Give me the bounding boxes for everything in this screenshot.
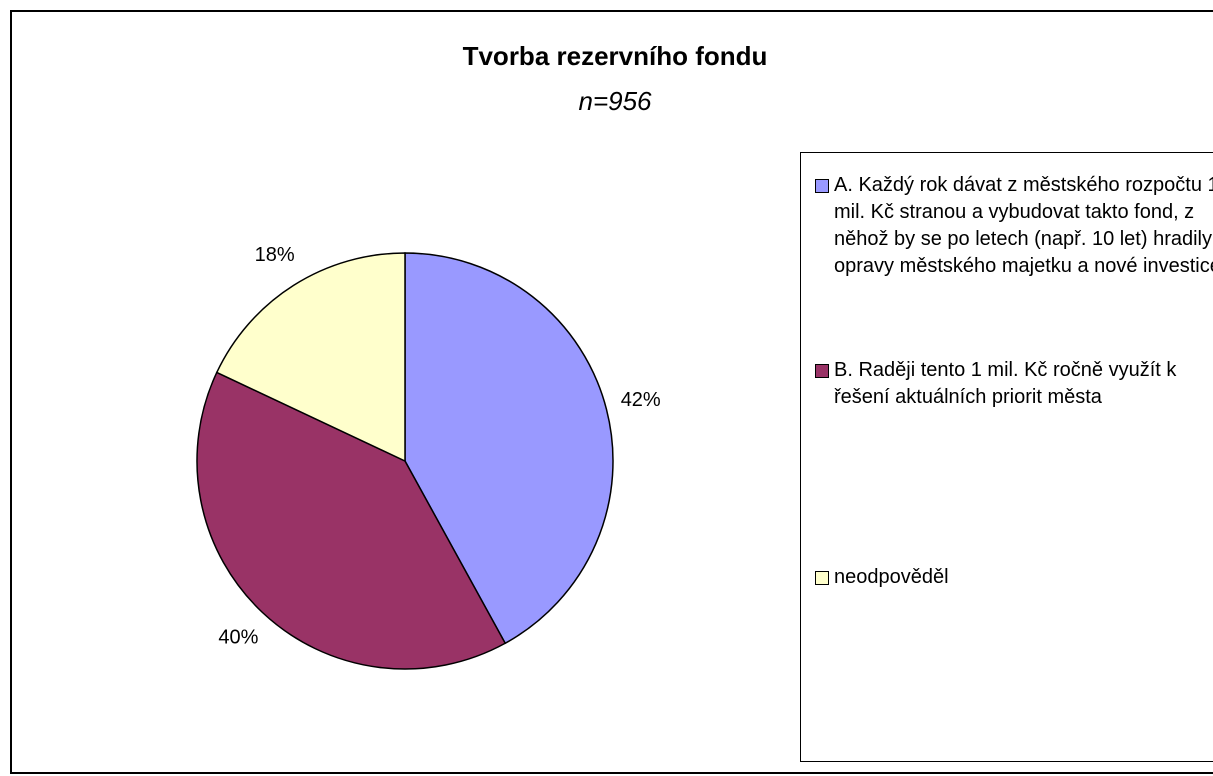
pie-slice xyxy=(215,252,406,463)
data-label: 18% xyxy=(255,244,295,266)
legend-entry: A. Každý rok dávat z městského rozpočtu … xyxy=(815,172,1213,280)
legend-label: B. Raději tento 1 mil. Kč ročně využít k… xyxy=(834,359,1177,408)
pie-slice xyxy=(404,252,614,645)
legend-swatch xyxy=(815,364,829,378)
pie-slice xyxy=(196,371,507,670)
chart-subtitle: n=956 xyxy=(578,86,652,116)
legend-swatch xyxy=(815,179,829,193)
legend-entry: B. Raději tento 1 mil. Kč ročně využít k… xyxy=(815,357,1213,411)
legend-label: neodpověděl xyxy=(834,566,949,588)
chart-title: Tvorba rezervního fondu xyxy=(463,41,768,71)
legend-entry: neodpověděl xyxy=(815,564,1213,591)
legend-swatch xyxy=(815,571,829,585)
legend: A. Každý rok dávat z městského rozpočtu … xyxy=(800,152,1213,762)
data-label: 40% xyxy=(218,627,258,649)
legend-label: A. Každý rok dávat z městského rozpočtu … xyxy=(834,174,1213,277)
data-label: 42% xyxy=(621,389,661,411)
chart-frame xyxy=(10,10,1213,774)
